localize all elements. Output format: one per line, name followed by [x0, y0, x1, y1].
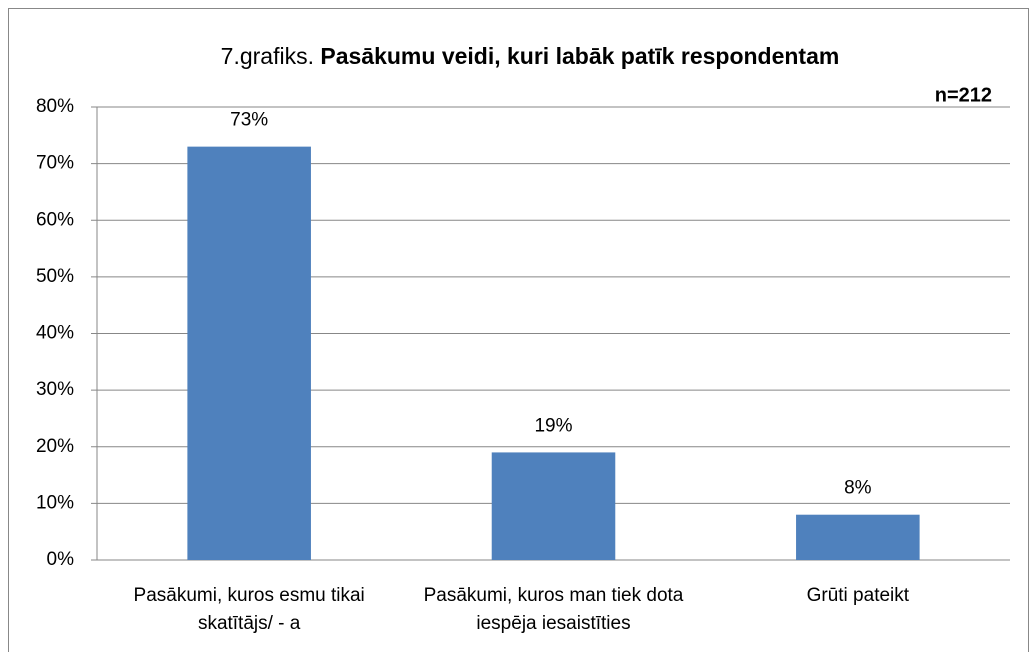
bar [187, 146, 311, 560]
y-tick-label: 40% [36, 323, 74, 344]
y-tick-label: 0% [47, 549, 75, 570]
x-tick-label: Pasākumi, kuros man tiek dota iespēja ie… [423, 585, 684, 634]
y-tick-label: 80% [36, 96, 74, 117]
y-tick-label: 70% [36, 153, 74, 174]
y-tick-label: 60% [36, 209, 74, 230]
title-bold-part: Pasākumu veidi, kuri labāk patīk respond… [320, 43, 839, 69]
data-label: 8% [844, 478, 872, 499]
bar [491, 452, 616, 560]
chart-title: 7.grafiks. Pasākumu veidi, kuri labāk pa… [221, 43, 840, 69]
data-label: 19% [534, 415, 572, 436]
y-tick-label: 10% [36, 492, 74, 513]
x-tick-label: Pasākumi, kuros esmu tikai skatītājs/ - … [133, 585, 365, 634]
y-tick-label: 50% [36, 266, 74, 287]
x-tick-label: Grūti pateikt [806, 585, 910, 606]
annotation: n=212 [935, 84, 992, 106]
data-label: 73% [230, 110, 268, 131]
bar [796, 514, 920, 560]
title-part: 7.grafiks. [221, 43, 314, 69]
y-tick-label: 30% [36, 379, 74, 400]
y-tick-label: 20% [36, 436, 74, 457]
